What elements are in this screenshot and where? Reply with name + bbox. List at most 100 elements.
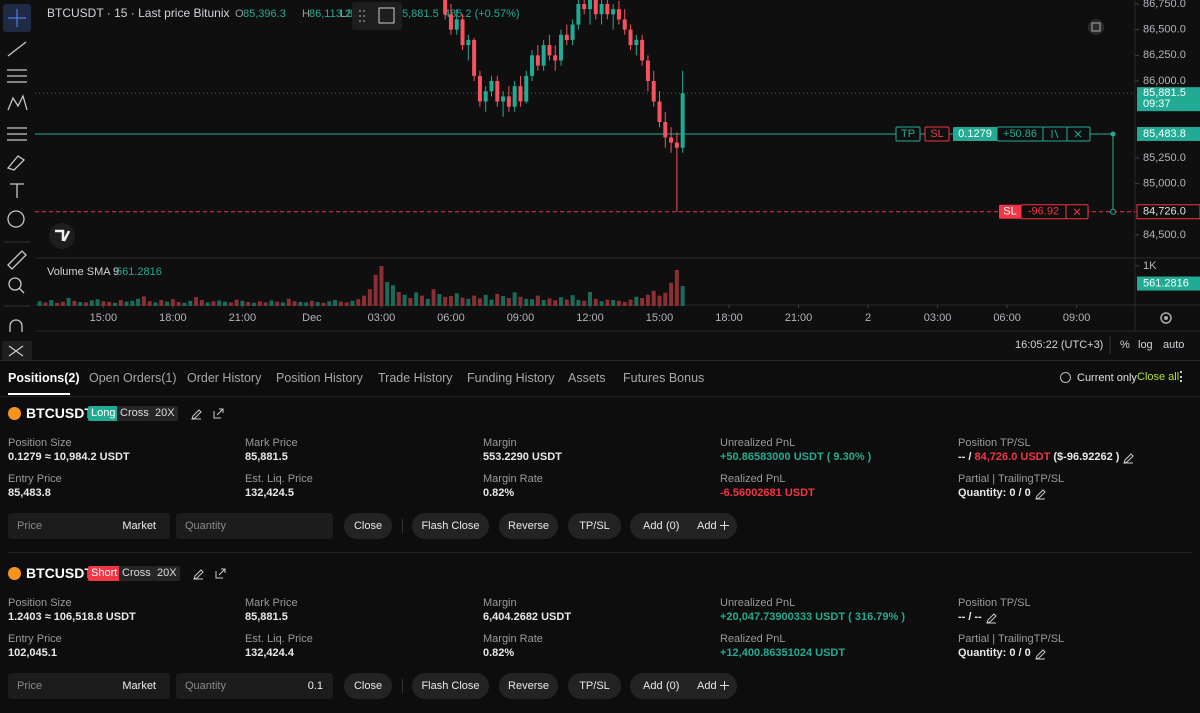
candle-body [518, 86, 523, 102]
reverse-btn-box [1042, 126, 1068, 142]
edit-icon[interactable] [191, 408, 202, 420]
tpsl-button[interactable]: TP/SL [568, 673, 621, 699]
add-group[interactable]: Add (0) Add [630, 513, 737, 539]
current-only[interactable]: Current only [1077, 372, 1137, 384]
close-button[interactable]: Close [344, 673, 392, 699]
edit-icon[interactable] [1123, 452, 1134, 464]
volume-bar [263, 302, 268, 306]
candle-body [454, 19, 459, 30]
value-part: ($-96.92262 ) [1050, 451, 1120, 463]
text-tool[interactable] [10, 183, 24, 198]
field-value: +50.86583000 USDT ( 9.30% ) [720, 451, 872, 463]
close-button[interactable]: Close [344, 513, 392, 539]
y-tick-label: 85,000.0 [1143, 178, 1186, 190]
volume-bar [95, 299, 100, 306]
reverse-button[interactable]: Reverse [499, 513, 558, 539]
volume-bar [541, 300, 546, 306]
volume-bar [257, 301, 262, 306]
settings-icon[interactable] [1160, 312, 1172, 324]
x-tick-label: 2 [865, 312, 871, 324]
edit-icon[interactable] [1035, 488, 1046, 500]
volume-bar [176, 302, 181, 306]
symbol: BTCUSDT [26, 405, 93, 421]
auto-toggle[interactable]: auto [1163, 339, 1184, 351]
volume-sma-box [1137, 276, 1200, 291]
add-group[interactable]: Add (0) Add [630, 673, 737, 699]
quantity-value: 0.1 [307, 680, 323, 692]
percent-toggle[interactable]: % [1120, 339, 1130, 351]
candle-body [599, 4, 604, 15]
chart-title: BTCUSDT · 15 · Last price Bitunix [47, 6, 230, 20]
volume-bar [553, 300, 558, 306]
tab[interactable]: Positions(2) [8, 371, 80, 385]
edit-icon[interactable] [193, 568, 204, 580]
price-placeholder: Price [17, 680, 43, 692]
tab[interactable]: Order History [187, 371, 262, 385]
edit-icon[interactable] [986, 612, 997, 624]
add-label: Add [643, 680, 663, 692]
flash-close-button[interactable]: Flash Close [412, 673, 489, 699]
volume-bar [83, 302, 88, 306]
tab[interactable]: Position History [276, 371, 363, 385]
zoom-tool[interactable] [8, 277, 22, 291]
field-value: -- / 84,726.0 USDT ($-96.92262 ) [958, 452, 1119, 463]
flash-close-button[interactable]: Flash Close [412, 513, 489, 539]
volume-bar [240, 300, 245, 306]
x-tick-label: 06:00 [437, 312, 465, 324]
volume-bar [599, 301, 604, 306]
volume-bar [477, 298, 482, 306]
fib-tool[interactable] [7, 69, 27, 83]
volume-bar [414, 292, 419, 306]
ohlc-l: 8 [347, 8, 353, 20]
close-all[interactable]: Close all [1137, 371, 1180, 383]
volume-bar [535, 295, 540, 306]
tpsl-button[interactable]: TP/SL [568, 513, 621, 539]
tab[interactable]: Open Orders(1) [89, 371, 177, 385]
chart: BTCUSDT · 15 · Last price Bitunix O 85,396… [0, 0, 1200, 360]
quantity-input[interactable]: Quantity [176, 513, 333, 539]
magnet-tool[interactable] [9, 319, 23, 332]
share-icon[interactable] [215, 567, 226, 579]
pattern-tool[interactable] [7, 94, 28, 111]
field-value: 0.82% [483, 647, 515, 659]
volume-bar [402, 294, 407, 306]
log-toggle[interactable]: log [1138, 339, 1153, 351]
tab[interactable]: Funding History [467, 371, 555, 385]
screenshot-icon[interactable] [1088, 19, 1104, 35]
field-label: Margin [483, 597, 517, 609]
ruler-tool[interactable] [7, 250, 27, 270]
projection-tool[interactable] [7, 127, 27, 141]
tp-button: TP [901, 128, 915, 140]
hide-tool[interactable] [8, 345, 24, 357]
tab[interactable]: Assets [568, 371, 606, 385]
positions-panel: Positions(2) Open Orders(1) Order History P… [0, 360, 1200, 713]
volume-bar [495, 294, 500, 306]
volume-bar [55, 302, 60, 306]
brush-tool[interactable] [6, 155, 26, 171]
line-tool[interactable] [7, 41, 27, 57]
quantity-input[interactable]: Quantity 0.1 [176, 673, 333, 699]
tab[interactable]: Futures Bonus [623, 371, 705, 385]
header-toolbox[interactable] [352, 2, 402, 30]
volume-bar [530, 299, 535, 306]
radio[interactable] [1060, 372, 1071, 383]
x-tick-label: 21:00 [785, 312, 813, 324]
emoji-tool[interactable] [7, 210, 25, 228]
field-label: Realized PnL [720, 633, 786, 645]
volume-bar [425, 298, 430, 306]
side-badge: Long [88, 406, 119, 421]
reverse-button[interactable]: Reverse [499, 673, 558, 699]
field-label: Unrealized PnL [720, 437, 796, 449]
volume-bar [373, 274, 378, 306]
price-input[interactable]: Price Market [8, 513, 170, 539]
crosshair-icon[interactable] [8, 9, 26, 27]
candle-body [657, 101, 662, 123]
mode-badge: Cross [119, 566, 154, 581]
price-input[interactable]: Price Market [8, 673, 170, 699]
edit-icon[interactable] [1035, 648, 1046, 660]
candle-body [587, 0, 592, 10]
candle-body [680, 93, 685, 148]
tab[interactable]: Trade History [378, 371, 453, 385]
share-icon[interactable] [213, 407, 224, 419]
field-value: 0.82% [483, 487, 515, 499]
